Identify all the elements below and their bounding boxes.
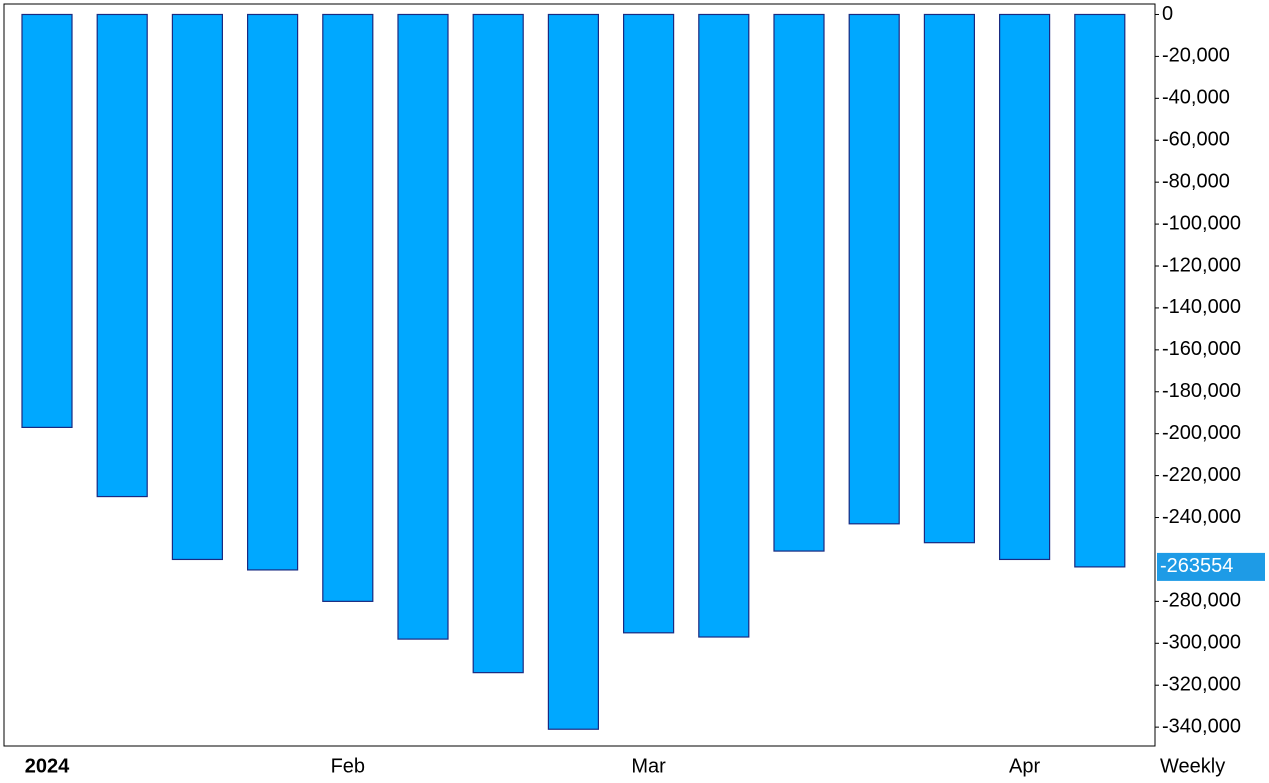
value-label: -263554 [1160, 555, 1233, 577]
y-tick-label: -200,000 [1162, 422, 1241, 444]
bar [397, 13, 449, 640]
bar [322, 13, 374, 602]
y-tick-label: -220,000 [1162, 464, 1241, 486]
bar [472, 13, 524, 674]
x-tick-label: Apr [1009, 755, 1040, 777]
x-tick-label: Mar [631, 755, 666, 777]
bar [998, 13, 1051, 561]
y-tick-label: -160,000 [1162, 338, 1241, 360]
y-tick-label: -120,000 [1162, 254, 1241, 276]
y-tick-label: -60,000 [1162, 129, 1230, 151]
y-tick-label: -100,000 [1162, 212, 1241, 234]
bar [622, 13, 675, 634]
bar [848, 13, 900, 525]
bar [96, 13, 148, 498]
y-tick-label: -280,000 [1162, 590, 1241, 612]
y-tick-label: -40,000 [1162, 87, 1230, 109]
y-tick-label: -300,000 [1162, 632, 1241, 654]
y-tick-label: -140,000 [1162, 296, 1241, 318]
y-tick-label: -320,000 [1162, 673, 1241, 695]
y-tick-label: 0 [1162, 3, 1173, 25]
bar [21, 13, 73, 429]
x-tick-label: Feb [331, 755, 365, 777]
y-tick-label: -340,000 [1162, 715, 1241, 737]
bar [171, 13, 223, 561]
y-tick-label: -80,000 [1162, 170, 1230, 192]
bar [698, 13, 750, 638]
bar [247, 13, 299, 571]
plot-frame [3, 3, 1156, 747]
bar [547, 13, 600, 730]
bar [923, 13, 976, 544]
x-tick-label: 2024 [25, 755, 70, 777]
y-tick-label: -20,000 [1162, 45, 1230, 67]
y-tick-label: -240,000 [1162, 506, 1241, 528]
bar [1074, 13, 1126, 568]
period-label: Weekly [1160, 755, 1225, 777]
bar [773, 13, 825, 552]
value-label-box [1157, 552, 1265, 581]
y-tick-label: -180,000 [1162, 380, 1241, 402]
